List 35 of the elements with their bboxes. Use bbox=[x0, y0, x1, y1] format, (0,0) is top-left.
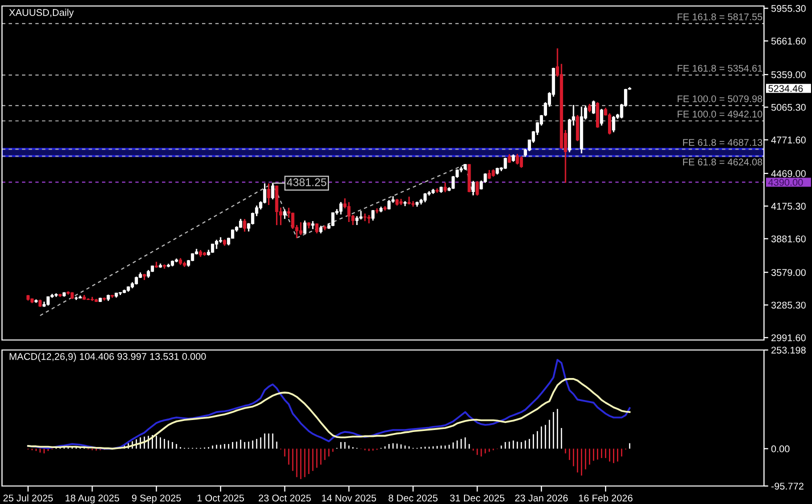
y-tick-label: 3881.60 bbox=[771, 235, 806, 242]
ref-line-label: FE 161.8 = 5354.61 bbox=[678, 64, 762, 72]
x-tick-label: 9 Sep 2025 bbox=[132, 494, 181, 504]
ref-line-label: 4390.00 bbox=[768, 178, 803, 186]
y-tick-label: 0.00 bbox=[771, 445, 790, 452]
y-tick-label: 3285.30 bbox=[771, 302, 806, 309]
x-tick-label: 8 Dec 2025 bbox=[388, 494, 438, 502]
y-tick-label: 3579.00 bbox=[771, 269, 806, 276]
x-tick-label: 23 Jan 2026 bbox=[515, 494, 568, 502]
ref-line-label: FE 161.8 = 5817.55 bbox=[678, 13, 762, 20]
ref-line-label: FE 61.8 = 4687.13 bbox=[683, 139, 762, 146]
ref-line-label: FE 100.0 = 5079.98 bbox=[678, 95, 762, 102]
annotation: 4381.25 bbox=[286, 178, 326, 186]
y-tick-label: -95.772 bbox=[771, 482, 804, 490]
x-tick-label: 31 Dec 2025 bbox=[450, 494, 504, 502]
ref-line-label: FE 61.8 = 4624.08 bbox=[683, 158, 762, 166]
y-tick-label: 5955.30 bbox=[771, 5, 806, 12]
y-tick-label: 4771.60 bbox=[771, 136, 806, 144]
x-tick-label: 25 Jul 2025 bbox=[3, 494, 53, 502]
text: 5234.46 bbox=[768, 85, 803, 92]
y-tick-label: 4175.30 bbox=[771, 202, 806, 210]
chart-title: XAUUSD,Daily bbox=[9, 8, 74, 18]
y-tick-label: 2991.60 bbox=[771, 334, 806, 342]
x-tick-label: 18 Aug 2025 bbox=[66, 494, 120, 504]
x-tick-label: 23 Oct 2025 bbox=[258, 494, 311, 502]
y-tick-label: 5661.60 bbox=[771, 38, 806, 45]
y-tick-label: 5359.00 bbox=[771, 71, 806, 78]
y-tick-label: 5065.30 bbox=[771, 104, 806, 111]
y-tick-label: 4469.00 bbox=[771, 170, 806, 178]
x-tick-label: 14 Nov 2025 bbox=[322, 494, 376, 502]
ref-line-label: FE 100.0 = 4942.10 bbox=[678, 110, 762, 118]
x-tick-label: 16 Feb 2026 bbox=[579, 494, 632, 502]
x-tick-label: 1 Oct 2025 bbox=[198, 494, 244, 502]
y-tick-label: 253.198 bbox=[771, 346, 806, 354]
chart-title: MACD(12,26,9) 104.406 93.997 13.531 0.000 bbox=[10, 352, 206, 362]
